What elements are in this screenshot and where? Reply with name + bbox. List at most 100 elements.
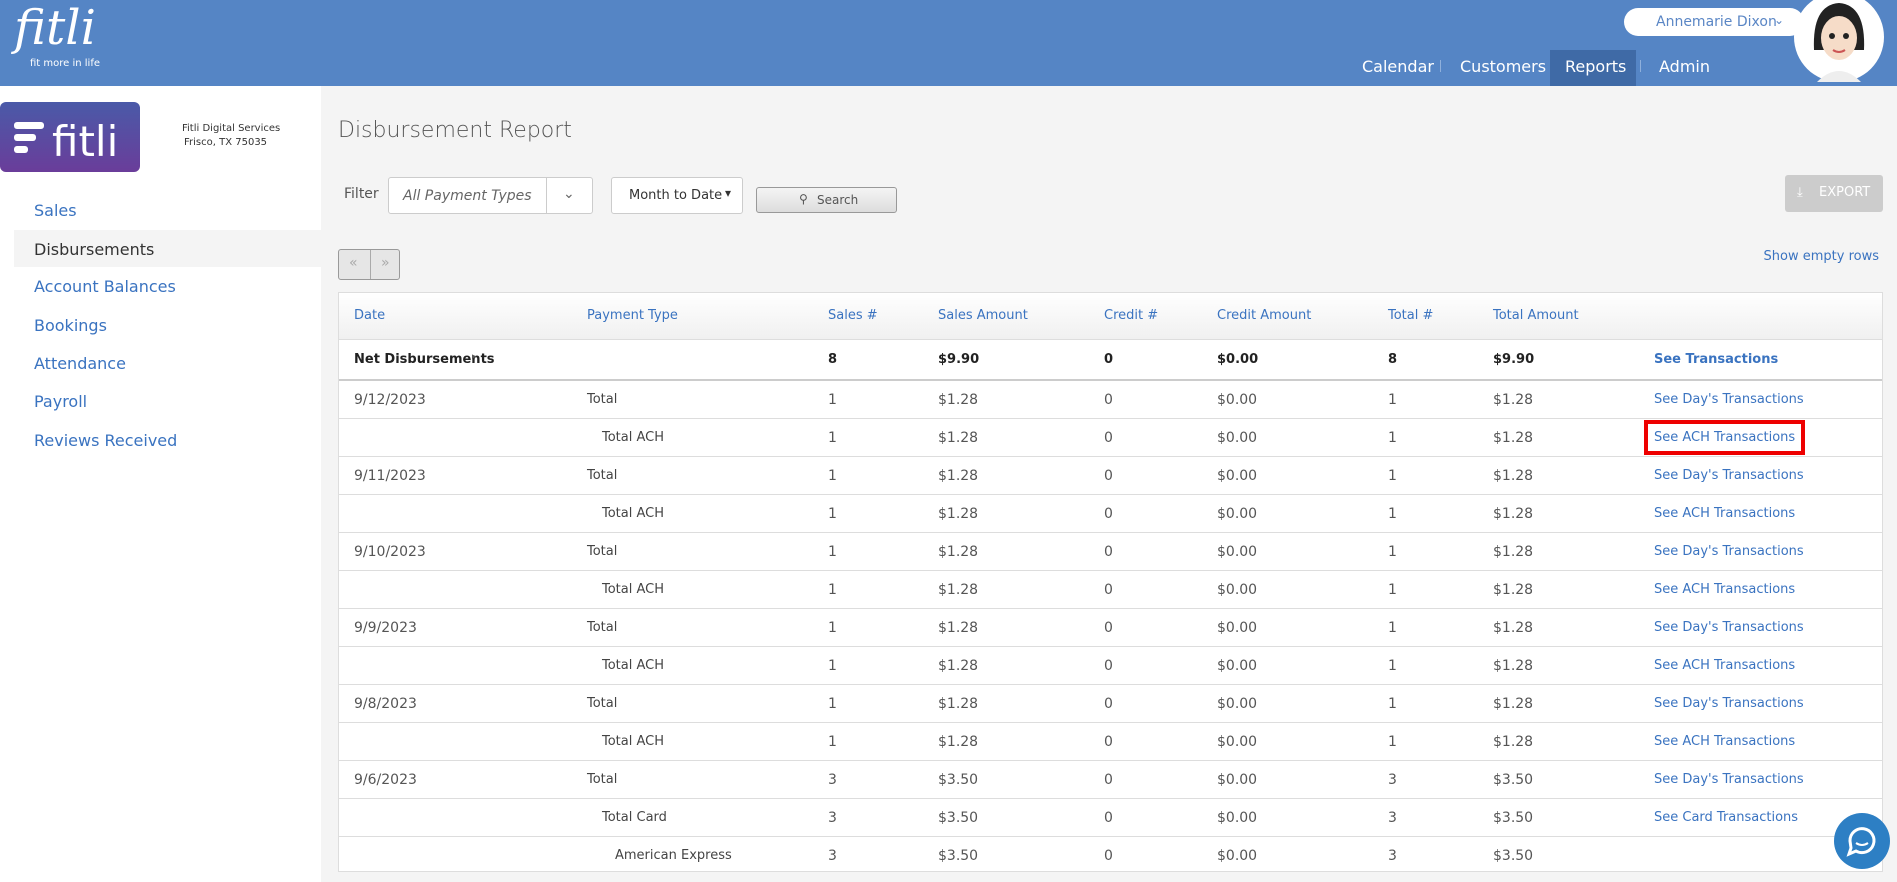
search-button[interactable]: ⚲ Search xyxy=(756,187,897,213)
net-cell: $0.00 xyxy=(1217,352,1259,367)
cell: 3 xyxy=(1388,772,1397,788)
payment-type: Total xyxy=(587,696,618,711)
row-link[interactable]: See Card Transactions xyxy=(1654,810,1799,825)
cell: 1 xyxy=(828,582,837,598)
address: Frisco, TX 75035 xyxy=(184,137,268,148)
net-link[interactable]: See Transactions xyxy=(1654,352,1779,367)
cell: 1 xyxy=(1388,506,1397,522)
row-link[interactable]: See ACH Transactions xyxy=(1654,658,1796,673)
company: Fitli Digital Services xyxy=(182,123,281,134)
period-select[interactable]: Month to Date ▾ xyxy=(611,177,743,214)
menu-item[interactable]: Payroll xyxy=(34,392,88,411)
menu-item[interactable]: Bookings xyxy=(34,316,107,335)
net-label: Net Disbursements xyxy=(354,352,495,367)
export-icon: ⤓ xyxy=(1797,185,1803,200)
payment-type: American Express xyxy=(615,848,732,863)
payment-type: Total ACH xyxy=(602,658,665,673)
nav-item[interactable]: Customers xyxy=(1460,57,1547,76)
next-page[interactable]: » xyxy=(381,255,390,271)
column-header[interactable]: Date xyxy=(354,308,386,323)
column-header[interactable]: Credit # xyxy=(1104,308,1159,323)
cell: 1 xyxy=(1388,620,1397,636)
menu-item[interactable]: Sales xyxy=(34,201,77,220)
row-line xyxy=(339,456,1882,457)
payment-type-select[interactable]: All Payment Types ⌄ xyxy=(388,177,593,214)
row-link[interactable]: See ACH Transactions xyxy=(1654,506,1796,521)
date: 9/9/2023 xyxy=(354,620,417,636)
cell: 1 xyxy=(1388,468,1397,484)
cell: 0 xyxy=(1104,468,1113,484)
cell: $0.00 xyxy=(1217,734,1258,750)
row-link[interactable]: See Day's Transactions xyxy=(1654,772,1804,787)
cell: 0 xyxy=(1104,810,1113,826)
net-cell: $9.90 xyxy=(938,352,980,367)
chevron: ▾ xyxy=(725,186,732,200)
row-link[interactable]: See Day's Transactions xyxy=(1654,468,1804,483)
cell: $1.28 xyxy=(938,582,979,598)
row-link[interactable]: See Day's Transactions xyxy=(1654,620,1804,635)
menu-item[interactable]: Disbursements xyxy=(34,240,155,259)
row-link[interactable]: See ACH Transactions xyxy=(1643,420,1806,455)
cell: 0 xyxy=(1104,620,1113,636)
export-button[interactable]: ⤓ EXPORT xyxy=(1785,175,1883,212)
nav-item[interactable]: Admin xyxy=(1659,57,1710,76)
column-header[interactable]: Total Amount xyxy=(1493,308,1579,323)
column-header[interactable]: Sales # xyxy=(828,308,878,323)
user-menu[interactable]: Annemarie Dixon ⌄ xyxy=(1624,8,1804,36)
chat-button[interactable] xyxy=(1834,813,1890,869)
avatar[interactable] xyxy=(1792,0,1886,84)
net-cell: 8 xyxy=(828,352,838,367)
payment-type: Total xyxy=(587,544,618,559)
row-link[interactable]: See ACH Transactions xyxy=(1654,582,1796,597)
cell: $0.00 xyxy=(1217,696,1258,712)
show-empty-rows[interactable]: Show empty rows xyxy=(1763,249,1879,264)
column-header[interactable]: Credit Amount xyxy=(1217,308,1312,323)
cell: 1 xyxy=(1388,430,1397,446)
row-link[interactable]: See Day's Transactions xyxy=(1654,696,1804,711)
cell: $1.28 xyxy=(938,392,979,408)
column-header[interactable]: Sales Amount xyxy=(938,308,1028,323)
cell: $3.50 xyxy=(938,848,979,864)
row-link[interactable]: See Day's Transactions xyxy=(1654,544,1804,559)
row-link[interactable]: See Day's Transactions xyxy=(1654,392,1804,407)
net-row-line xyxy=(339,379,1882,381)
date: 9/6/2023 xyxy=(354,772,417,788)
menu-item[interactable]: Account Balances xyxy=(34,277,176,296)
prev-page[interactable]: « xyxy=(349,255,358,271)
cell: 1 xyxy=(1388,392,1397,408)
cell: 0 xyxy=(1104,582,1113,598)
cell: 0 xyxy=(1104,544,1113,560)
column-header[interactable]: Total # xyxy=(1388,308,1434,323)
cell: $1.28 xyxy=(938,506,979,522)
cell: 0 xyxy=(1104,734,1113,750)
cell: $0.00 xyxy=(1217,392,1258,408)
cell: 3 xyxy=(828,848,837,864)
menu-item[interactable]: Reviews Received xyxy=(34,431,178,450)
cell: $1.28 xyxy=(1493,468,1534,484)
payment-type: Total ACH xyxy=(602,582,665,597)
report-table: Date Payment Type Sales # Sales Amount Credi… xyxy=(338,292,1883,872)
nav-item[interactable]: Reports xyxy=(1565,57,1627,76)
payment-type: Total xyxy=(587,468,618,483)
row-line xyxy=(339,646,1882,647)
logo[interactable]: fitli xyxy=(14,0,97,56)
row-line xyxy=(339,494,1882,495)
cell: $0.00 xyxy=(1217,468,1258,484)
cell: $1.28 xyxy=(1493,392,1534,408)
cell: $1.28 xyxy=(1493,544,1534,560)
cell: 1 xyxy=(1388,582,1397,598)
chevron: ⌄ xyxy=(563,186,575,202)
cell: $3.50 xyxy=(1493,810,1534,826)
cell: $1.28 xyxy=(938,430,979,446)
select-value: Month to Date xyxy=(629,188,723,203)
cell: $1.28 xyxy=(1493,658,1534,674)
column-header[interactable]: Payment Type xyxy=(587,308,678,323)
menu-item[interactable]: Attendance xyxy=(34,354,126,373)
net-cell: 0 xyxy=(1104,352,1114,367)
row-link[interactable]: See ACH Transactions xyxy=(1654,734,1796,749)
cell: 0 xyxy=(1104,696,1113,712)
cell: $0.00 xyxy=(1217,810,1258,826)
nav-item[interactable]: Calendar xyxy=(1362,57,1434,76)
brand-logo: fitli xyxy=(0,102,140,172)
cell: $1.28 xyxy=(1493,734,1534,750)
